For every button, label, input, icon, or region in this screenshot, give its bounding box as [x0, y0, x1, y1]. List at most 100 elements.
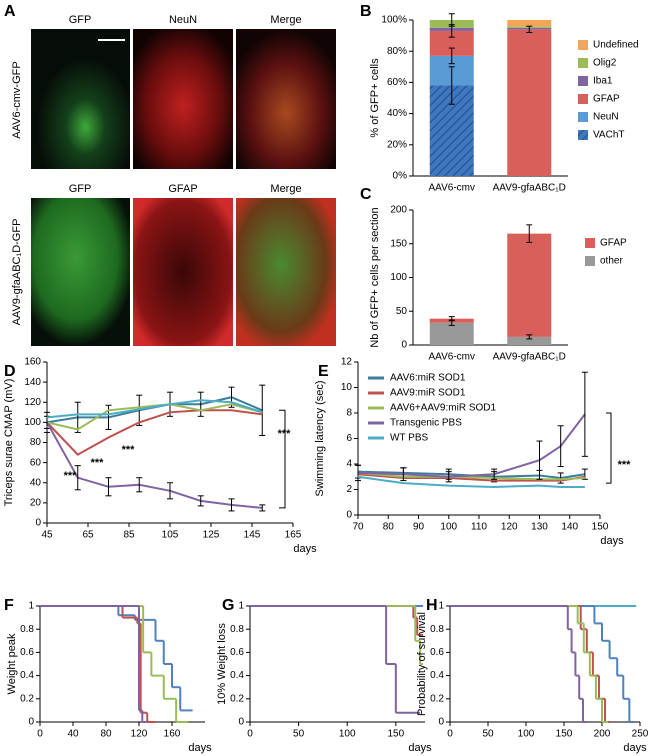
bracket: [279, 409, 286, 509]
panel-letter: H: [426, 597, 438, 614]
panel-letter: E: [318, 363, 329, 380]
x-tick-label: 200: [594, 729, 611, 740]
x-tick-label: 140: [561, 522, 578, 533]
y-tick-label: 12: [341, 357, 353, 368]
legend-swatch: [585, 238, 595, 248]
x-tick-label: 50: [293, 729, 305, 740]
x-tick-label: 80: [100, 729, 112, 740]
legend-label: Olig2: [593, 58, 617, 69]
legend-label: WT PBS: [390, 433, 428, 444]
micrograph: [31, 29, 130, 169]
y-tick-label: 160: [24, 357, 41, 368]
x-tick-label: 70: [352, 522, 364, 533]
y-tick-label: 0%: [393, 171, 408, 182]
legend-label: other: [600, 256, 623, 267]
legend-label: AAV6+AAV9:miR SOD1: [390, 403, 496, 414]
y-tick-label: 0: [401, 340, 407, 351]
y-tick-label: 0: [346, 510, 352, 521]
x-tick-label: 130: [531, 522, 548, 533]
y-tick-label: 0.4: [20, 670, 34, 681]
x-tick-label: 110: [471, 522, 487, 533]
legend-label: Undefined: [593, 40, 639, 51]
panel-letter: G: [222, 597, 234, 614]
y-tick-label: 0.2: [230, 693, 244, 704]
y-tick-label: 0.6: [230, 647, 244, 658]
column-label: GFP: [69, 14, 92, 26]
y-tick-label: 120: [24, 397, 41, 408]
legend-label: NeuN: [593, 112, 619, 123]
y-tick-label: 20: [30, 498, 42, 509]
y-tick-label: 40: [30, 477, 42, 488]
y-axis-label: % of GFP+ cells: [369, 58, 381, 138]
x-tick-label: AAV9-gfaABC₁D: [493, 352, 566, 363]
x-tick-label: 100: [339, 729, 356, 740]
legend-swatch: [578, 76, 588, 86]
x-tick-label: 50: [482, 729, 494, 740]
y-tick-label: 0.8: [230, 624, 244, 635]
y-axis-label: Swimming latency (sec): [314, 380, 326, 496]
legend-label: Transgenic PBS: [390, 418, 462, 429]
x-tick-label: AAV6-cmv: [429, 352, 476, 363]
y-axis-label: Weight peak: [6, 633, 18, 694]
legend-swatch: [585, 256, 595, 266]
annotation: ***: [64, 470, 78, 482]
y-tick-label: 0: [238, 717, 244, 728]
line: [46, 409, 263, 456]
chart: D 0 20 40 60 80 100 120 140 160 Triceps surae CMAP…: [3, 357, 317, 555]
line: [357, 475, 585, 488]
x-tick-label: 65: [82, 530, 94, 541]
column-label: Merge: [270, 14, 301, 26]
y-axis-label: 10% Weight loss: [216, 623, 228, 705]
column-label: GFP: [69, 183, 92, 195]
y-tick-label: 60: [30, 457, 42, 468]
line: [46, 421, 263, 509]
x-tick-label: 125: [203, 530, 220, 541]
x-tick-label: 45: [41, 530, 53, 541]
legend-label: GFAP: [600, 238, 627, 249]
annotation: ***: [278, 428, 292, 440]
legend-swatch: [578, 40, 588, 50]
y-tick-label: 200: [390, 205, 407, 216]
y-tick-label: 6: [346, 433, 352, 444]
panel-letter: C: [360, 186, 372, 203]
y-tick-label: 0.4: [230, 670, 244, 681]
line: [46, 399, 263, 419]
legend-label: GFAP: [593, 94, 620, 105]
x-tick-label: 85: [123, 530, 135, 541]
legend-label: AAV9:miR SOD1: [390, 388, 466, 399]
y-tick-label: 60%: [387, 77, 407, 88]
x-tick-label: 80: [383, 522, 395, 533]
chart: H 0 0.2 0.4 0.6 0.8 1 Probability of survival 0 5…: [416, 597, 649, 754]
y-tick-label: 2: [346, 484, 352, 495]
chart: C 0 50 100 150 200 Nb of GFP+ cells per sectio…: [360, 186, 627, 362]
column-label: Merge: [270, 183, 301, 195]
row-label: AAV6-cmv-GFP: [11, 61, 23, 138]
chart: B 0% 20% 40% 60% 80% 100% % of GFP+ cells AAV6-c…: [360, 3, 639, 193]
x-tick-label: 120: [131, 729, 148, 740]
legend-label: Iba1: [593, 76, 613, 87]
bracket: [606, 412, 612, 484]
x-tick-label: 165: [285, 530, 302, 541]
panel-letter: D: [4, 363, 16, 380]
y-tick-label: 80: [30, 437, 42, 448]
bar-segment: [429, 322, 474, 345]
panel-letter: A: [4, 3, 16, 20]
y-tick-label: 0: [28, 717, 34, 728]
x-tick-label: AAV6-cmv: [429, 183, 476, 194]
y-tick-label: 0.6: [430, 647, 444, 658]
x-tick-label: 0: [447, 729, 453, 740]
x-tick-label: 150: [556, 729, 573, 740]
legend-label: VAChT: [593, 130, 625, 141]
y-tick-label: 0.2: [430, 693, 444, 704]
y-tick-label: 0.8: [20, 624, 34, 635]
row-label: AAV9-gfaABC₁D-GFP: [11, 219, 23, 326]
y-tick-label: 0.4: [430, 670, 444, 681]
micrograph: [31, 198, 130, 346]
x-tick-label: 100: [518, 729, 535, 740]
x-axis-label: days: [623, 742, 647, 754]
micrograph: [236, 29, 336, 169]
panel-letter: B: [360, 3, 372, 20]
y-tick-label: 140: [24, 377, 41, 388]
legend-swatch: [578, 130, 588, 140]
